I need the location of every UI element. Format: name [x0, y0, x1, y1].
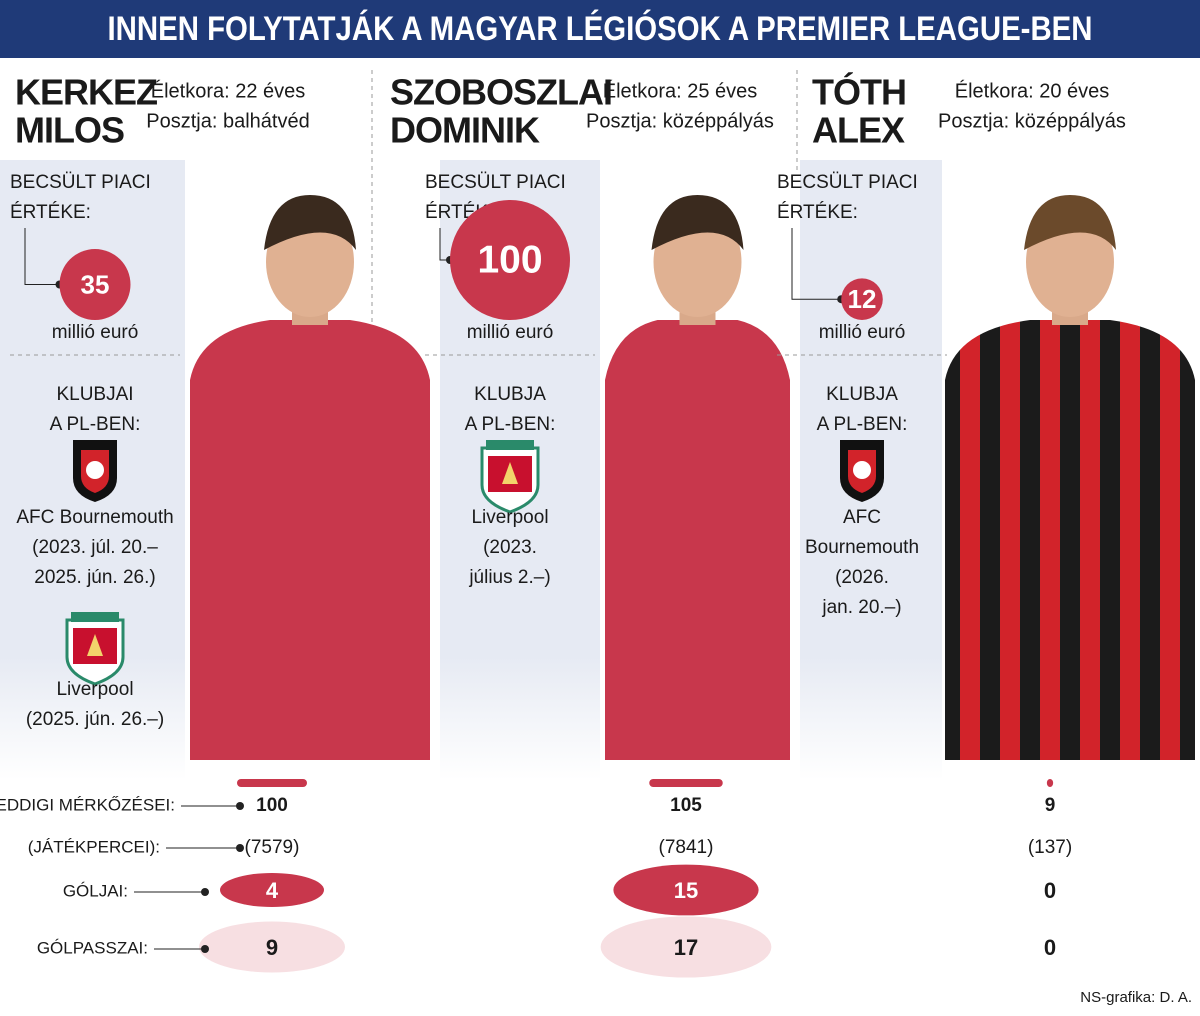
value-label: ÉRTÉKE:	[10, 202, 91, 223]
club-period: (2025. jún. 26.–)	[26, 709, 164, 730]
minutes: (137)	[1028, 837, 1072, 858]
clubs-label: A PL-BEN:	[465, 414, 556, 435]
value-label: ÉRTÉKE:	[777, 202, 858, 223]
assists: 9	[266, 935, 278, 960]
club-period: 2025. jún. 26.)	[34, 567, 155, 588]
club-name: Bournemouth	[805, 537, 919, 558]
value-unit: millió euró	[819, 322, 906, 343]
logo-ball	[853, 461, 871, 479]
assists-bubble	[600, 916, 772, 978]
goals: 15	[674, 878, 698, 903]
clubs-label: KLUBJA	[474, 384, 546, 405]
goals: 4	[266, 878, 279, 903]
assists-bubble	[199, 921, 345, 973]
player-name: SZOBOSZLAI	[390, 72, 612, 113]
value-bubble	[450, 200, 570, 320]
player-name: DOMINIK	[390, 110, 540, 151]
player-position: Posztja: balhátvéd	[146, 110, 309, 132]
player-position: Posztja: középpályás	[938, 110, 1126, 132]
value-number: 100	[477, 238, 542, 281]
value-number: 35	[81, 269, 110, 299]
value-bubble	[841, 278, 883, 320]
title: INNEN FOLYTATJÁK A MAGYAR LÉGIÓSOK A PRE…	[108, 10, 1093, 48]
value-label: BECSÜLT PIACI	[10, 172, 151, 193]
player-name: KERKEZ	[15, 72, 157, 113]
matches-bar	[1046, 779, 1054, 787]
stat-label: EDDIGI MÉRKŐZÉSEI:	[0, 795, 175, 814]
player-age: Életkora: 25 éves	[603, 79, 758, 102]
player-body	[190, 320, 430, 760]
club-period: (2023. júl. 20.–	[32, 537, 158, 558]
goals-bubble	[613, 864, 759, 916]
value-connector	[791, 228, 842, 300]
value-number: 12	[848, 284, 877, 314]
logo-bird	[87, 634, 103, 656]
matches: 9	[1045, 795, 1056, 816]
minutes: (7579)	[245, 837, 300, 858]
club-period: július 2.–)	[468, 567, 550, 588]
player-position: Posztja: középpályás	[586, 110, 774, 132]
logo-ball	[86, 461, 104, 479]
player-name: ALEX	[812, 110, 905, 151]
value-bubble	[59, 249, 131, 320]
assists: 0	[1044, 935, 1056, 960]
club-name: Liverpool	[471, 507, 548, 528]
club-name: AFC Bournemouth	[16, 507, 173, 528]
logo-top	[71, 612, 119, 622]
player-body	[945, 320, 1195, 760]
player-hair	[651, 195, 744, 250]
goals-bubble	[220, 873, 324, 907]
credit: NS-grafika: D. A.	[1080, 989, 1192, 1006]
clubs-label: A PL-BEN:	[50, 414, 141, 435]
club-name: AFC	[843, 507, 881, 528]
club-period: jan. 20.–)	[821, 597, 901, 618]
header-band	[0, 0, 1200, 58]
bournemouth-logo	[73, 440, 117, 502]
assists: 17	[674, 935, 698, 960]
bournemouth-logo	[840, 440, 884, 502]
leader-dot	[236, 844, 244, 852]
liverpool-logo	[65, 612, 125, 686]
logo-bird	[502, 462, 518, 484]
player-name: TÓTH	[812, 71, 906, 113]
clubs-label: KLUBJAI	[56, 384, 133, 405]
goals: 0	[1044, 878, 1056, 903]
matches-bar	[237, 779, 307, 787]
liverpool-logo	[480, 440, 540, 514]
minutes: (7841)	[659, 837, 714, 858]
clubs-label: A PL-BEN:	[817, 414, 908, 435]
player-name: MILOS	[15, 110, 124, 151]
player-age: Életkora: 20 éves	[955, 79, 1110, 102]
stat-label: (JÁTÉKPERCEI):	[28, 837, 160, 856]
leader-dot	[236, 802, 244, 810]
value-unit: millió euró	[467, 322, 554, 343]
player-age: Életkora: 22 éves	[151, 79, 306, 102]
value-label: BECSÜLT PIACI	[425, 172, 566, 193]
matches-bar	[649, 779, 723, 787]
value-label: BECSÜLT PIACI	[777, 172, 918, 193]
player-hair	[264, 195, 356, 250]
player-hair	[1024, 195, 1116, 250]
club-name: Liverpool	[56, 679, 133, 700]
player-body	[605, 320, 790, 760]
stat-label: GÓLPASSZAI:	[37, 938, 148, 957]
stat-label: GÓLJAI:	[63, 881, 128, 900]
club-period: (2023.	[483, 537, 537, 558]
value-connector	[24, 228, 60, 286]
club-period: (2026.	[835, 567, 889, 588]
value-unit: millió euró	[52, 322, 139, 343]
matches: 100	[256, 795, 288, 816]
leader-dot	[201, 945, 209, 953]
logo-top	[486, 440, 534, 450]
leader-dot	[201, 888, 209, 896]
clubs-label: KLUBJA	[826, 384, 898, 405]
matches: 105	[670, 795, 702, 816]
